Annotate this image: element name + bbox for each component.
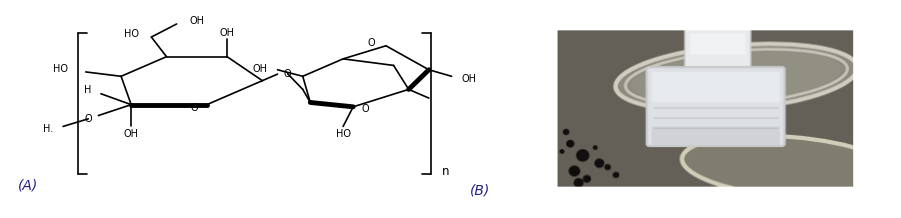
Text: HO: HO: [123, 29, 139, 39]
Text: H.: H.: [42, 124, 53, 134]
Text: (A): (A): [18, 178, 38, 192]
Text: OH: OH: [252, 64, 268, 74]
Text: OH: OH: [123, 129, 139, 139]
Text: (B): (B): [469, 184, 490, 198]
Text: O: O: [367, 37, 375, 48]
Text: O: O: [284, 69, 291, 79]
Text: H: H: [85, 85, 92, 95]
Text: HO: HO: [335, 129, 350, 139]
Text: O: O: [85, 114, 92, 124]
Text: OH: OH: [189, 16, 205, 26]
Text: HO: HO: [53, 64, 68, 74]
Text: n: n: [441, 165, 450, 178]
Text: O: O: [190, 103, 198, 113]
Text: O: O: [362, 104, 369, 114]
Text: OH: OH: [220, 28, 234, 38]
Text: OH: OH: [461, 74, 477, 84]
